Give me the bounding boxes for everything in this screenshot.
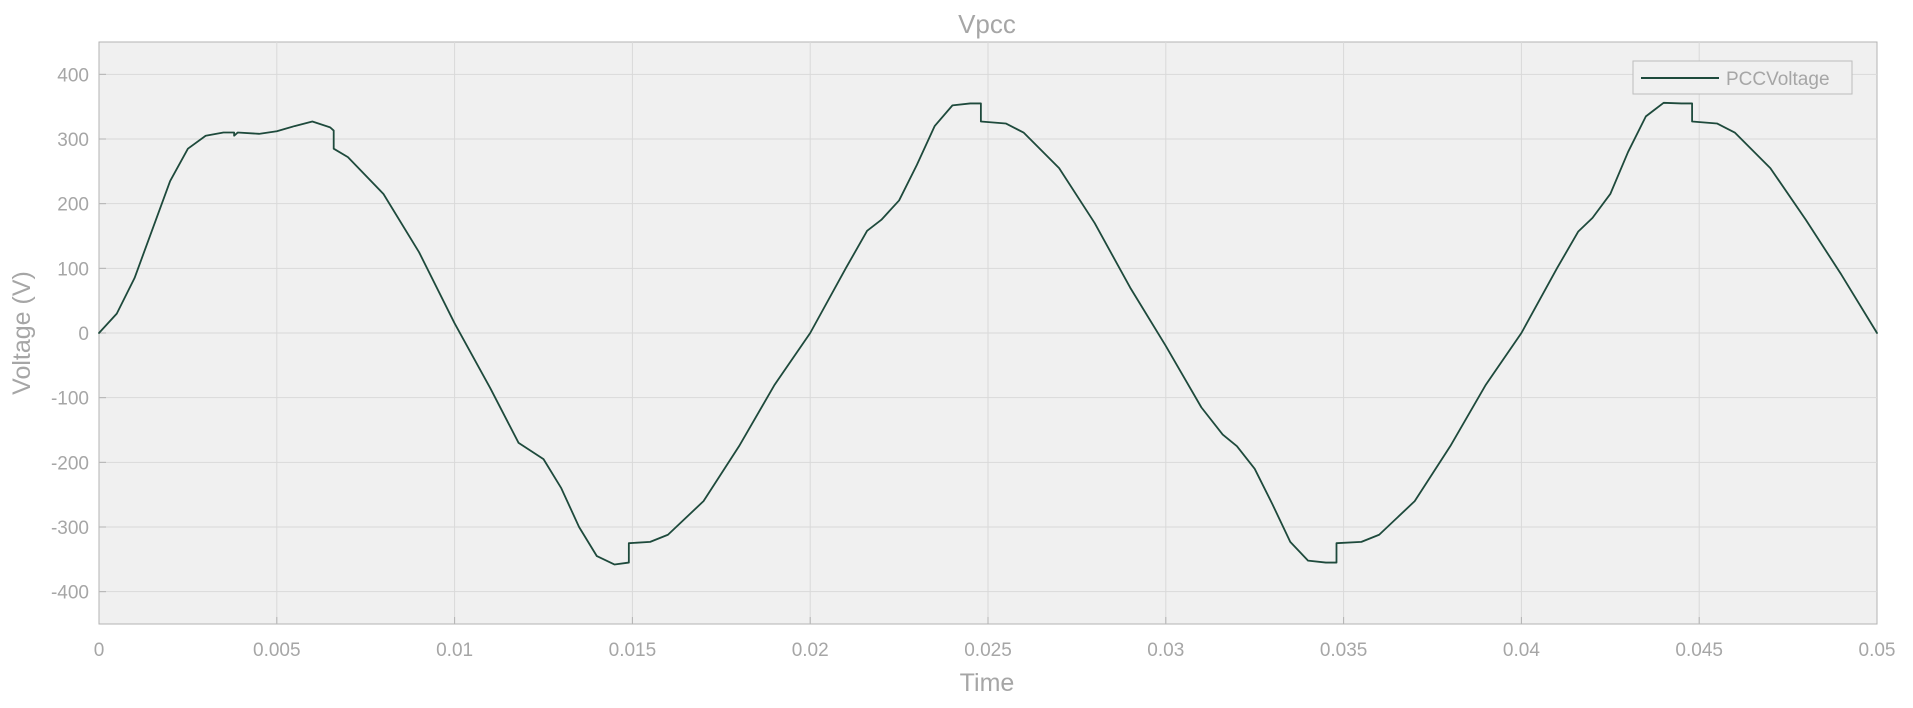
y-tick-label: 200 [57, 195, 89, 216]
y-axis-title: Voltage (V) [8, 271, 36, 395]
y-tick-label: -300 [51, 518, 89, 539]
x-tick-label: 0.015 [609, 640, 657, 661]
y-tick-label: -200 [51, 453, 89, 474]
gridlines [99, 42, 1877, 624]
x-tick-label: 0.01 [436, 640, 473, 661]
x-tick-label: 0.05 [1859, 640, 1896, 661]
axis-ticks: 0 0.005 0.01 0.015 0.02 0.025 0.03 0.035 0.04 0.0… [51, 65, 1896, 661]
y-tick-label: 100 [57, 259, 89, 280]
legend-label-pccvoltage: PCCVoltage [1726, 69, 1830, 90]
x-tick-label: 0.005 [253, 640, 301, 661]
y-tick-label: 300 [57, 130, 89, 151]
x-tick-label: 0 [94, 640, 105, 661]
y-tick-label: -100 [51, 389, 89, 410]
x-tick-label: 0.025 [964, 640, 1012, 661]
y-tick-label: 0 [78, 324, 89, 345]
chart-title: Vpcc [958, 9, 1016, 39]
y-tick-label: 400 [57, 65, 89, 86]
series-lines [98, 101, 1878, 566]
x-axis-title: Time [960, 669, 1015, 697]
series-line-pccvoltage [98, 101, 1878, 566]
x-tick-label: 0.035 [1320, 640, 1368, 661]
y-tick-label: -400 [51, 583, 89, 604]
legend: PCCVoltage [1632, 60, 1853, 95]
x-tick-label: 0.04 [1503, 640, 1540, 661]
x-tick-label: 0.03 [1147, 640, 1184, 661]
x-tick-label: 0.02 [792, 640, 829, 661]
x-tick-label: 0.045 [1675, 640, 1723, 661]
